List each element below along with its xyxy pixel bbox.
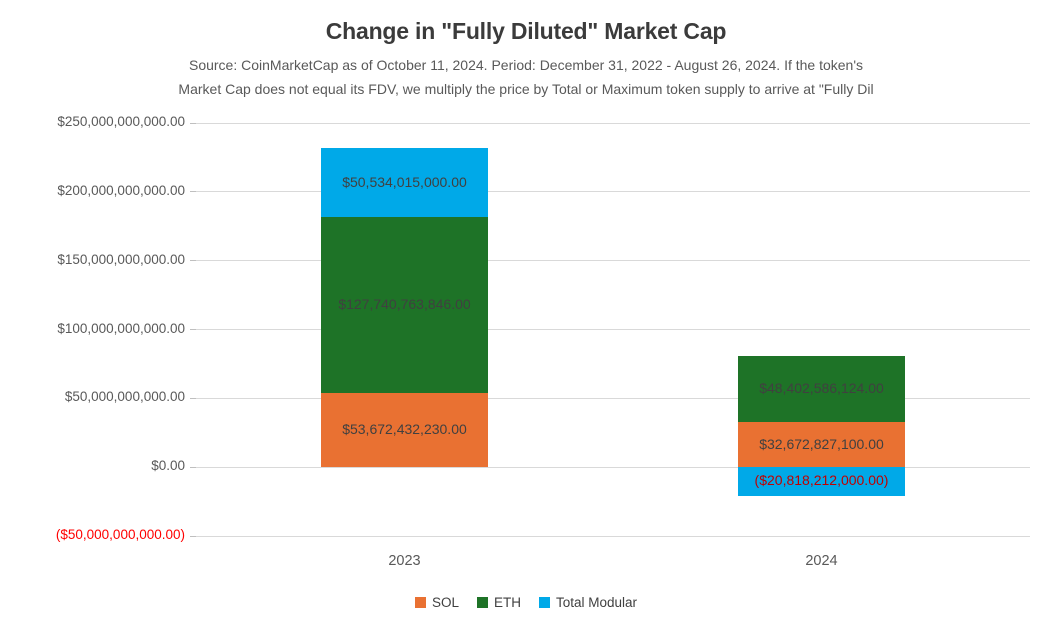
- y-axis-tick: [190, 466, 196, 468]
- chart-subtitle-line2: Market Cap does not equal its FDV, we mu…: [178, 81, 874, 97]
- legend-label-total-modular: Total Modular: [555, 595, 638, 610]
- chart-title: Change in "Fully Diluted" Market Cap: [325, 18, 727, 44]
- legend-label-sol: SOL: [431, 595, 459, 610]
- y-axis-tick: [190, 397, 196, 399]
- y-axis-label: $50,000,000,000.00: [64, 389, 185, 405]
- y-gridline: [196, 535, 1030, 537]
- legend-item-total-modular[interactable]: Total Modular: [538, 595, 638, 610]
- data-label-eth-2024: $48,402,586,124.00: [759, 379, 884, 396]
- y-axis-tick: [190, 260, 196, 262]
- y-axis-tick: [190, 535, 196, 537]
- y-axis-label: ($50,000,000,000.00): [55, 527, 185, 542]
- y-axis-label: $0.00: [151, 458, 185, 474]
- data-label-sol-2023: $53,672,432,230.00: [342, 421, 467, 438]
- y-axis-label: $150,000,000,000.00: [57, 251, 185, 267]
- y-axis-label: $250,000,000,000.00: [57, 114, 185, 129]
- chart-subtitle-line1: Source: CoinMarketCap as of October 11, …: [188, 57, 864, 73]
- y-axis-tick: [190, 329, 196, 330]
- y-gridline: [196, 329, 1030, 330]
- data-label-eth-2023: $127,740,763,846.00: [338, 296, 471, 313]
- legend: SOL ETH Total Modular: [0, 595, 1052, 610]
- y-axis-tick: [190, 191, 196, 193]
- sol-swatch-icon: [414, 597, 426, 608]
- legend-item-sol[interactable]: SOL: [414, 595, 459, 610]
- data-label-sol-2024: $32,672,827,100.00: [759, 435, 884, 452]
- bar-segment-total-modular-2023[interactable]: [321, 147, 488, 218]
- y-axis-label: $200,000,000,000.00: [57, 182, 185, 198]
- eth-swatch-icon: [476, 597, 488, 608]
- data-label-total-modular-2023: $50,534,015,000.00: [342, 173, 467, 190]
- y-axis-label: $100,000,000,000.00: [57, 320, 185, 336]
- y-gridline: [196, 466, 1030, 468]
- y-gridline: [196, 397, 1030, 399]
- y-gridline: [196, 260, 1030, 262]
- chart-subtitle: Source: CoinMarketCap as of October 11, …: [0, 53, 1052, 101]
- data-label-total-modular-2024: ($20,818,212,000.00): [754, 472, 889, 489]
- bar-segment-total-modular-2024[interactable]: [738, 467, 905, 496]
- bar-segment-eth-2023[interactable]: [321, 217, 488, 394]
- legend-item-eth[interactable]: ETH: [476, 595, 521, 610]
- bar-segment-sol-2024[interactable]: [738, 422, 905, 468]
- y-gridline: [196, 122, 1030, 124]
- x-axis-label-2023: 2023: [388, 553, 421, 569]
- bar-segment-sol-2023[interactable]: [321, 393, 488, 468]
- y-axis-tick: [190, 122, 196, 124]
- legend-label-eth: ETH: [493, 595, 521, 610]
- bar-segment-eth-2024[interactable]: [738, 355, 905, 423]
- x-axis-label-2024: 2024: [805, 553, 838, 569]
- y-gridline: [196, 191, 1030, 193]
- total-modular-swatch-icon: [538, 597, 550, 608]
